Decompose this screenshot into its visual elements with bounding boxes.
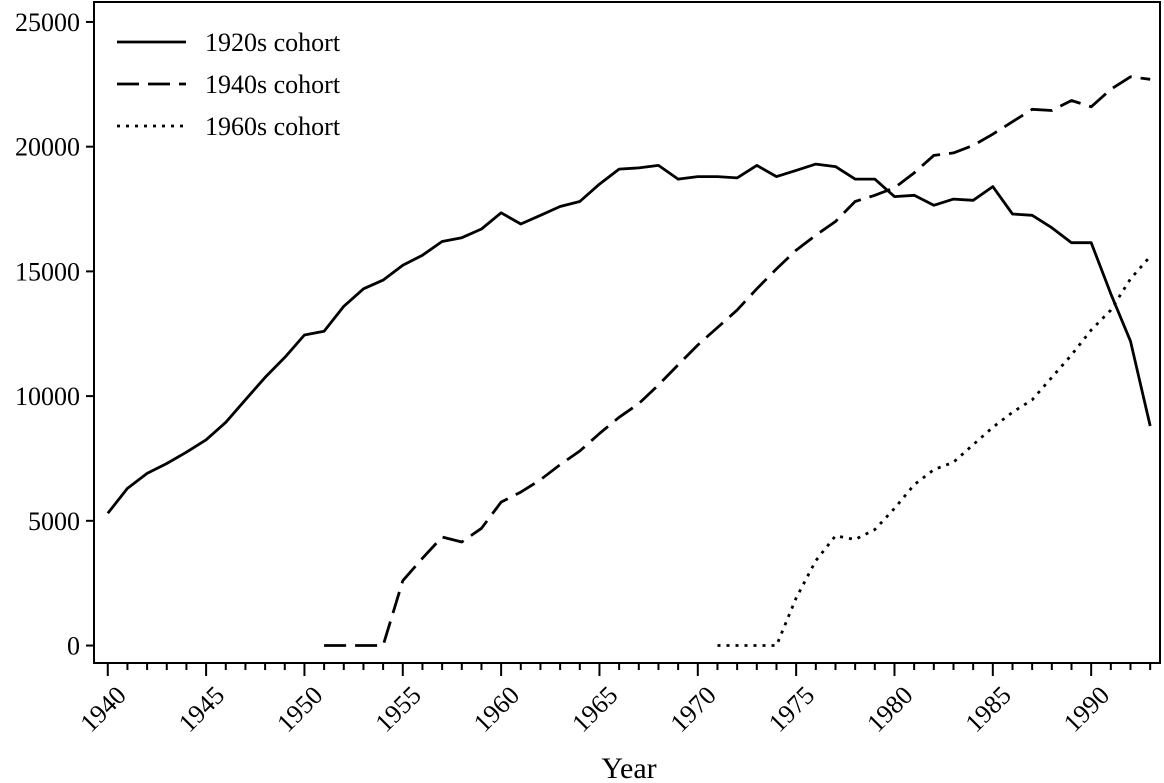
y-tick-label: 20000 [15,133,80,162]
series-line-2 [324,75,1151,647]
x-tick-label: 1960 [468,681,525,738]
series-layer [106,75,1152,647]
y-tick-label: 10000 [15,382,80,411]
x-tick-label: 1940 [75,681,132,738]
legend-label: 1920s cohort [205,28,341,57]
y-tick-label: 0 [67,632,80,661]
x-axis-title: Year [601,752,656,783]
x-tick-label: 1965 [566,681,623,738]
legend: 1920s cohort 1940s cohort 1960s cohort [117,28,341,141]
y-tick-label: 25000 [15,8,80,37]
x-tick-label: 1945 [173,681,230,738]
x-tick-label: 1975 [763,681,820,738]
legend-label: 1940s cohort [205,70,341,99]
x-tick-label: 1990 [1058,681,1115,738]
plot-frame [93,1,1161,664]
y-tick-label: 15000 [15,257,80,286]
series-line-1 [106,162,1152,515]
x-tick-label: 1970 [665,681,722,738]
x-tick-label: 1985 [960,681,1017,738]
x-tick-label: 1955 [370,681,427,738]
series-line-3 [717,255,1152,647]
x-tick-label: 1980 [861,681,918,738]
x-tick-label: 1950 [271,681,328,738]
y-tick-label: 5000 [28,507,80,536]
legend-label: 1960s cohort [205,112,341,141]
y-axis: 0 5000 10000 15000 20000 25000 [15,8,94,661]
x-axis: 1940 1945 1950 1955 1960 1965 1970 1975 1980 1985… [75,663,1152,738]
